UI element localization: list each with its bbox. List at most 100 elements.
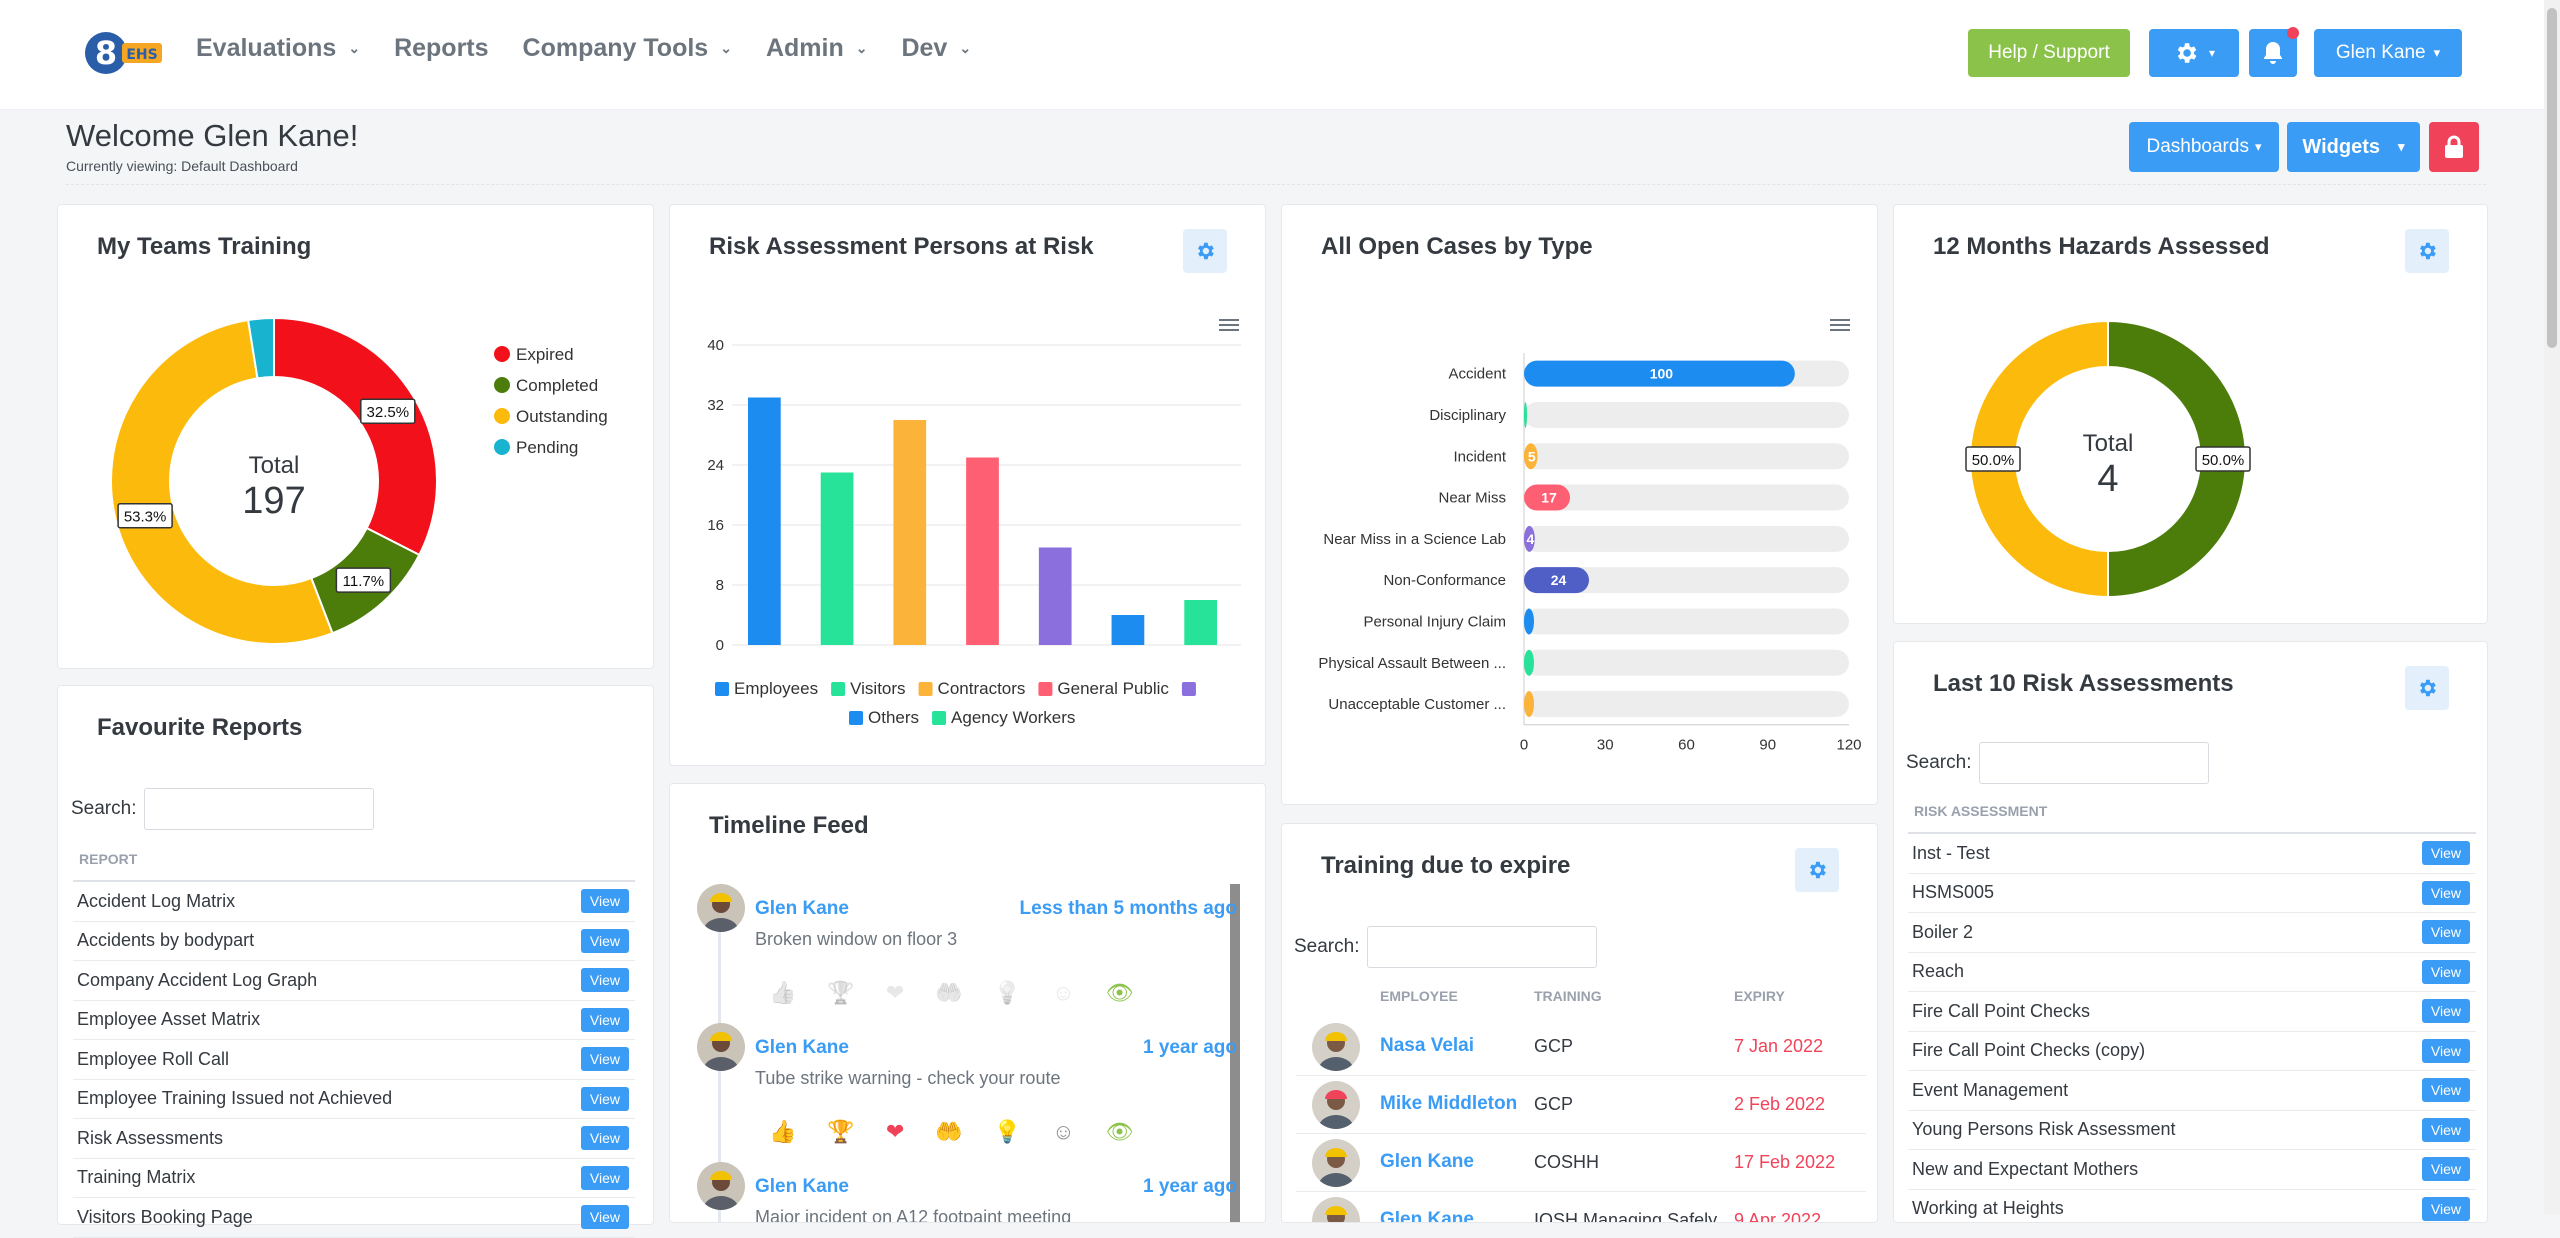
employee-name-link[interactable]: Nasa Velai (1380, 1035, 1475, 1056)
row-label[interactable]: Employee Roll Call (77, 1048, 230, 1069)
gear-icon (2177, 43, 2197, 63)
category-label: Incident (1453, 448, 1506, 465)
slice-expired (273, 316, 438, 557)
chart-menu-icon[interactable] (1830, 316, 1850, 334)
row-label[interactable]: Accident Log Matrix (77, 890, 236, 911)
smile-icon[interactable]: ☺ (1052, 980, 1075, 1005)
thumb-up-icon[interactable]: 👍 (769, 1119, 797, 1144)
company-logo[interactable]: 8 EHS (84, 28, 170, 78)
row-label[interactable]: Reach (1912, 961, 1965, 982)
heart-icon[interactable]: ❤ (885, 980, 905, 1005)
table-row: Event Management View (1908, 1071, 2476, 1111)
timeline-scrollbar[interactable] (1230, 884, 1240, 1222)
view-button[interactable]: View (2421, 999, 2470, 1024)
search-label: Search: (1906, 752, 1972, 773)
search-input[interactable] (144, 788, 375, 830)
view-button[interactable]: View (580, 1007, 629, 1032)
trophy-icon[interactable]: 🏆 (827, 1119, 855, 1144)
bar-agency-workers (1184, 600, 1218, 645)
nav-item-admin[interactable]: Admin ⌄ (766, 34, 868, 63)
lightbulb-icon[interactable]: 💡 (993, 980, 1022, 1005)
view-button[interactable]: View (2421, 1038, 2470, 1063)
page-scrollbar[interactable] (2544, 0, 2560, 1214)
hand-heart-icon[interactable]: 🤲 (935, 980, 963, 1005)
widget-settings-button[interactable] (1183, 229, 1227, 273)
row-label[interactable]: Fire Call Point Checks (copy) (1912, 1040, 2146, 1061)
notifications-button[interactable] (2249, 27, 2299, 77)
hand-heart-icon[interactable]: 🤲 (935, 1119, 963, 1144)
search-input[interactable] (1367, 926, 1598, 968)
data-label-box (1965, 446, 2021, 472)
widget-settings-button[interactable] (1795, 848, 1839, 892)
nav-item-dev[interactable]: Dev ⌄ (901, 34, 971, 63)
row-label[interactable]: Company Accident Log Graph (77, 969, 318, 990)
nav-item-reports[interactable]: Reports (394, 34, 488, 63)
employee-name-link[interactable]: Glen Kane (1380, 1209, 1474, 1223)
employee-name-link[interactable]: Glen Kane (1380, 1151, 1474, 1172)
settings-dropdown-button[interactable]: ▾ (2149, 29, 2239, 77)
view-button[interactable]: View (580, 928, 629, 953)
view-button[interactable]: View (2421, 880, 2470, 905)
chart-menu-icon[interactable] (1219, 316, 1239, 334)
timeline-author[interactable]: Glen Kane (755, 1176, 849, 1197)
scrollbar-thumb[interactable] (2547, 8, 2557, 348)
data-label: 4 (1527, 531, 1535, 547)
thumb-up-icon[interactable]: 👍 (769, 980, 797, 1005)
view-button[interactable]: View (580, 1126, 629, 1151)
help-support-button[interactable]: Help / Support (1968, 29, 2130, 77)
heart-icon[interactable]: ❤ (885, 1119, 905, 1144)
y-tick-label: 8 (716, 577, 724, 594)
view-button[interactable]: View (2421, 1117, 2470, 1142)
view-button[interactable]: View (2421, 841, 2470, 866)
view-button[interactable]: View (580, 968, 629, 993)
row-label[interactable]: Accidents by bodypart (77, 930, 255, 951)
widgets-dropdown-button[interactable]: Widgets ▾ (2287, 122, 2420, 172)
row-label[interactable]: Boiler 2 (1912, 921, 1974, 942)
row-label[interactable]: Training Matrix (77, 1167, 196, 1188)
lightbulb-icon[interactable]: 💡 (993, 1119, 1022, 1144)
view-button[interactable]: View (580, 1205, 629, 1230)
trophy-icon[interactable]: 🏆 (827, 980, 855, 1005)
eye-icon[interactable]: 👁 (1105, 980, 1134, 1005)
table-row: Training Matrix View (73, 1159, 635, 1198)
widget-settings-button[interactable] (2405, 666, 2449, 710)
y-tick-label: 32 (707, 397, 724, 414)
timeline-author[interactable]: Glen Kane (755, 898, 849, 919)
smile-icon[interactable]: ☺ (1052, 1119, 1075, 1144)
row-label[interactable]: Inst - Test (1912, 842, 1990, 863)
view-button[interactable]: View (2421, 1157, 2470, 1182)
employee-name-link[interactable]: Mike Middleton (1380, 1093, 1518, 1114)
row-label[interactable]: New and Expectant Mothers (1912, 1158, 2139, 1179)
row-label[interactable]: Fire Call Point Checks (1912, 1000, 2091, 1021)
bar-personal-injury-claim (1524, 608, 1534, 635)
row-label[interactable]: Working at Heights (1912, 1198, 2064, 1219)
view-button[interactable]: View (2421, 1196, 2470, 1221)
view-button[interactable]: View (2421, 1078, 2470, 1103)
view-button[interactable]: View (580, 1165, 629, 1190)
user-menu-button[interactable]: Glen Kane ▾ (2314, 29, 2462, 77)
timeline-author[interactable]: Glen Kane (755, 1037, 849, 1058)
row-label[interactable]: HSMS005 (1912, 882, 1995, 903)
dashboards-dropdown-button[interactable]: Dashboards ▾ (2129, 122, 2279, 172)
lock-dashboard-button[interactable] (2429, 122, 2479, 172)
view-button[interactable]: View (2421, 959, 2470, 984)
row-label[interactable]: Visitors Booking Page (77, 1206, 253, 1227)
view-button[interactable]: View (580, 889, 629, 914)
nav-item-company-tools[interactable]: Company Tools ⌄ (523, 34, 732, 63)
favourite-reports-widget: Favourite Reports Search: REPORT Acciden… (57, 685, 654, 1238)
nav-item-evaluations[interactable]: Evaluations ⌄ (196, 34, 360, 63)
row-label[interactable]: Young Persons Risk Assessment (1912, 1119, 2176, 1140)
view-button[interactable]: View (580, 1047, 629, 1072)
row-label[interactable]: Event Management (1912, 1079, 2069, 1100)
row-label[interactable]: Employee Asset Matrix (77, 1009, 261, 1030)
row-label[interactable]: Risk Assessments (77, 1127, 224, 1148)
widget-settings-button[interactable] (2405, 229, 2449, 273)
view-button[interactable]: View (580, 1086, 629, 1111)
eye-icon[interactable]: 👁 (1105, 1119, 1134, 1144)
search-input[interactable] (1979, 742, 2210, 784)
row-label[interactable]: Employee Training Issued not Achieved (77, 1088, 393, 1109)
view-button[interactable]: View (2421, 920, 2470, 945)
bar-track (1524, 525, 1849, 552)
bar-track (1524, 649, 1849, 676)
training-name: COSHH (1534, 1152, 1600, 1172)
